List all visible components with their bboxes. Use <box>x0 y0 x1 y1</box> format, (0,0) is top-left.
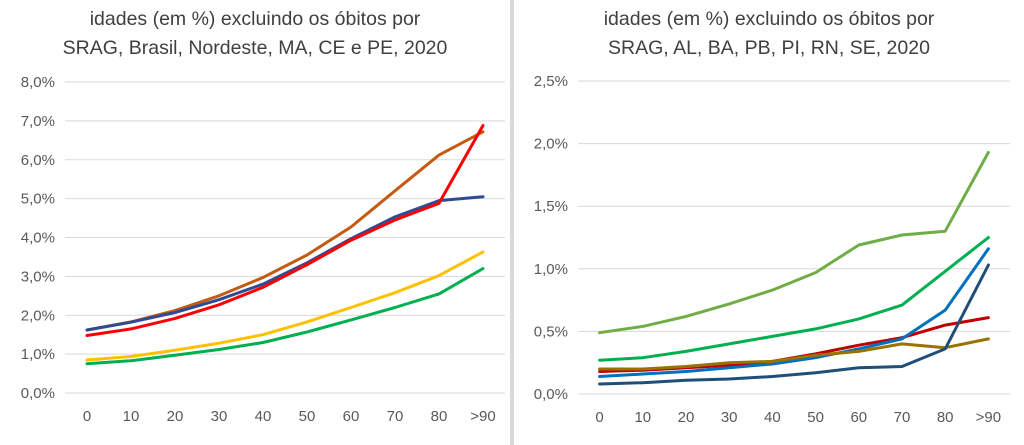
right-x-tick-label: 80 <box>937 409 954 426</box>
right-x-tick-label: 0 <box>595 409 603 426</box>
right-y-tick-label: 1,5% <box>534 198 568 215</box>
left-y-tick-label: 1,0% <box>21 346 55 363</box>
left-x-tick-label: 60 <box>343 408 360 425</box>
right-x-tick-label: 10 <box>634 409 651 426</box>
right-x-tick-label: >90 <box>976 409 1001 426</box>
left-series-line-4 <box>85 250 485 362</box>
right-series-line-1 <box>598 150 990 335</box>
right-y-tick-label: 0,5% <box>534 323 568 340</box>
right-y-tick-label: 0,0% <box>534 386 568 403</box>
left-y-tick-label: 7,0% <box>21 113 55 130</box>
left-y-tick-label: 6,0% <box>21 152 55 169</box>
chart-left-title-line-2: SRAG, Brasil, Nordeste, MA, CE e PE, 202… <box>62 37 448 59</box>
left-series-line-2 <box>85 195 485 332</box>
left-x-tick-label: 50 <box>299 408 316 425</box>
right-x-tick-label: 60 <box>850 409 867 426</box>
chart-left-plot: 0,0% 1,0% 2,0% 3,0% 4,0% 5,0% 6,0% 7,0% 8,0% 0 10 2… <box>21 74 505 425</box>
left-x-tick-label: 40 <box>255 408 272 425</box>
right-y-tick-label: 2,0% <box>534 136 568 153</box>
left-x-tick-label: >90 <box>470 408 495 425</box>
right-y-tick-label: 1,0% <box>534 261 568 278</box>
right-series-line-5 <box>598 337 990 371</box>
right-series-line-6 <box>598 263 990 386</box>
left-y-tick-label: 2,0% <box>21 307 55 324</box>
right-x-tick-label: 50 <box>807 409 824 426</box>
right-x-tick-label: 40 <box>764 409 781 426</box>
left-x-tick-label: 10 <box>123 408 140 425</box>
left-series-line-5 <box>85 267 485 366</box>
right-series-line-3 <box>598 316 990 373</box>
chart-left-title-line-1: idades (em %) excluindo os óbitos por <box>89 8 421 30</box>
left-y-tick-label: 0,0% <box>21 385 55 402</box>
left-y-tick-label: 4,0% <box>21 230 55 247</box>
right-x-tick-label: 20 <box>678 409 695 426</box>
left-x-tick-label: 30 <box>211 408 228 425</box>
left-series-line-1 <box>85 130 485 332</box>
left-x-tick-label: 0 <box>83 408 91 425</box>
chart-right-title-line-1: idades (em %) excluindo os óbitos por <box>603 8 935 30</box>
chart-right-panel: idades (em %) excluindo os óbitos por SR… <box>514 0 1024 445</box>
left-x-tick-label: 20 <box>167 408 184 425</box>
chart-right-title-line-2: SRAG, AL, BA, PB, PI, RN, SE, 2020 <box>608 37 930 59</box>
left-y-tick-label: 5,0% <box>21 191 55 208</box>
panel-divider <box>510 0 514 445</box>
left-series-line-3 <box>85 124 485 337</box>
right-x-tick-label: 70 <box>894 409 911 426</box>
right-series-line-4 <box>598 247 990 378</box>
right-y-tick-label: 2,5% <box>534 73 568 90</box>
right-x-tick-label: 30 <box>721 409 738 426</box>
right-series-line-2 <box>598 236 990 362</box>
left-x-tick-label: 70 <box>387 408 404 425</box>
chart-right-plot: 0,0% 0,5% 1,0% 1,5% 2,0% 2,5% 0 10 20 30 40 50 60 70 8… <box>534 73 1010 426</box>
chart-left-panel: idades (em %) excluindo os óbitos por SR… <box>0 0 510 445</box>
left-y-tick-label: 3,0% <box>21 268 55 285</box>
left-y-tick-label: 8,0% <box>21 74 55 91</box>
left-x-tick-label: 80 <box>431 408 448 425</box>
